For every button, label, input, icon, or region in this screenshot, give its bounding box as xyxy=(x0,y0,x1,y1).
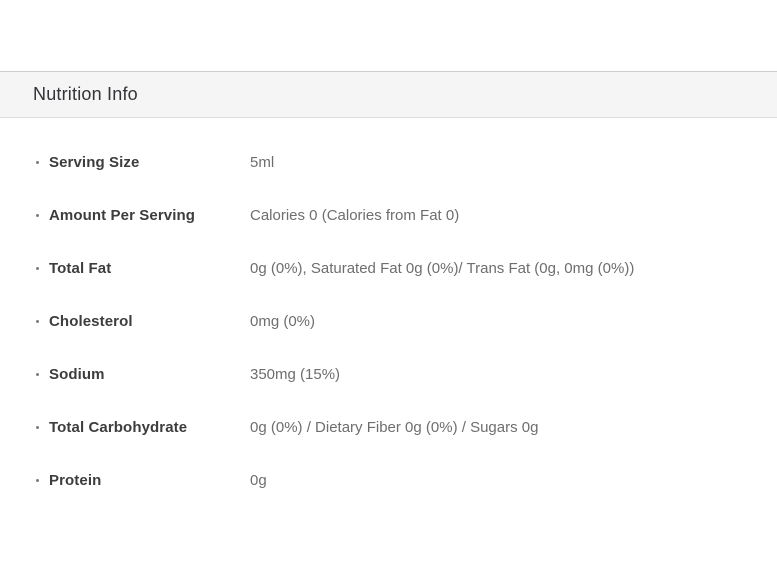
bullet-icon xyxy=(36,373,39,376)
row-label: Amount Per Serving xyxy=(49,207,195,224)
bullet-icon xyxy=(36,161,39,164)
nutrition-row: Cholesterol 0mg (0%) xyxy=(0,311,777,332)
bullet-icon xyxy=(36,479,39,482)
nutrition-row: Protein 0g xyxy=(0,470,777,491)
row-label: Serving Size xyxy=(49,154,140,171)
row-value: 5ml xyxy=(250,154,275,171)
row-value: 0g (0%), Saturated Fat 0g (0%)/ Trans Fa… xyxy=(250,260,635,277)
row-value: 0g xyxy=(250,472,267,489)
row-value: Calories 0 (Calories from Fat 0) xyxy=(250,207,460,224)
row-label: Protein xyxy=(49,472,102,489)
bullet-icon xyxy=(36,320,39,323)
nutrition-row: Amount Per Serving Calories 0 (Calories … xyxy=(0,205,777,226)
row-label: Sodium xyxy=(49,366,105,383)
nutrition-info-section: Nutrition Info Serving Size 5ml Amount P… xyxy=(0,0,777,491)
row-label: Total Carbohydrate xyxy=(49,419,188,436)
nutrition-row: Serving Size 5ml xyxy=(0,152,777,173)
row-value: 350mg (15%) xyxy=(250,366,341,383)
row-label: Total Fat xyxy=(49,260,112,277)
row-value: 0g (0%) / Dietary Fiber 0g (0%) / Sugars… xyxy=(250,419,539,436)
nutrition-row: Total Fat 0g (0%), Saturated Fat 0g (0%)… xyxy=(0,258,777,279)
row-value: 0mg (0%) xyxy=(250,313,316,330)
nutrition-row: Total Carbohydrate 0g (0%) / Dietary Fib… xyxy=(0,417,777,438)
bullet-icon xyxy=(36,267,39,270)
section-title: Nutrition Info xyxy=(33,84,138,104)
bullet-icon xyxy=(36,426,39,429)
nutrition-rows: Serving Size 5ml Amount Per Serving Calo… xyxy=(0,118,777,491)
nutrition-row: Sodium 350mg (15%) xyxy=(0,364,777,385)
top-whitespace xyxy=(0,0,777,71)
bullet-icon xyxy=(36,214,39,217)
section-header: Nutrition Info xyxy=(0,71,777,118)
row-label: Cholesterol xyxy=(49,313,133,330)
